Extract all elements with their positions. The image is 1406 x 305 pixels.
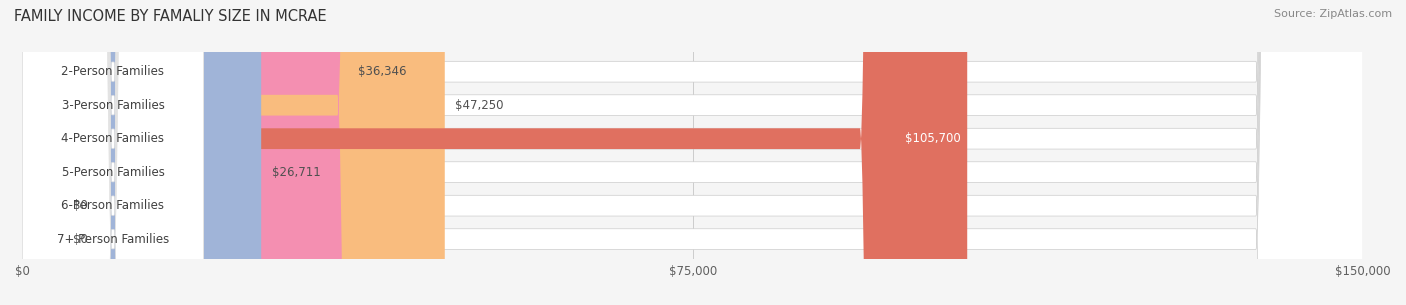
Text: 2-Person Families: 2-Person Families [62,65,165,78]
FancyBboxPatch shape [22,0,1364,305]
FancyBboxPatch shape [22,0,347,305]
FancyBboxPatch shape [22,0,1364,305]
Text: 3-Person Families: 3-Person Families [62,99,165,112]
FancyBboxPatch shape [22,0,204,305]
Text: FAMILY INCOME BY FAMALIY SIZE IN MCRAE: FAMILY INCOME BY FAMALIY SIZE IN MCRAE [14,9,326,24]
FancyBboxPatch shape [22,0,1364,305]
Text: $105,700: $105,700 [905,132,960,145]
Text: 6-Person Families: 6-Person Families [62,199,165,212]
Text: $0: $0 [73,199,89,212]
FancyBboxPatch shape [22,0,63,305]
FancyBboxPatch shape [22,0,1364,305]
Text: $36,346: $36,346 [359,65,406,78]
FancyBboxPatch shape [22,0,204,305]
Text: 4-Person Families: 4-Person Families [62,132,165,145]
FancyBboxPatch shape [22,0,967,305]
Text: $26,711: $26,711 [271,166,321,179]
Text: $0: $0 [73,233,89,246]
FancyBboxPatch shape [22,0,1364,305]
FancyBboxPatch shape [22,0,63,305]
FancyBboxPatch shape [22,0,204,305]
Text: 7+ Person Families: 7+ Person Families [56,233,169,246]
Text: Source: ZipAtlas.com: Source: ZipAtlas.com [1274,9,1392,19]
Text: 5-Person Families: 5-Person Families [62,166,165,179]
Text: $47,250: $47,250 [456,99,503,112]
FancyBboxPatch shape [22,0,204,305]
FancyBboxPatch shape [22,0,204,305]
FancyBboxPatch shape [22,0,204,305]
FancyBboxPatch shape [22,0,262,305]
FancyBboxPatch shape [22,0,444,305]
FancyBboxPatch shape [22,0,1364,305]
